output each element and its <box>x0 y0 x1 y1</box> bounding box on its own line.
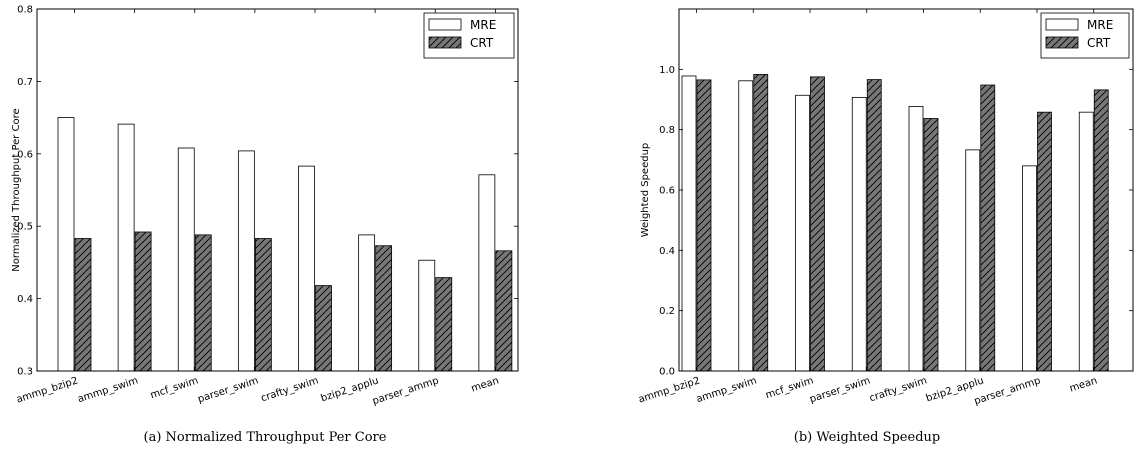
bar-mre-ammp_bzip2 <box>57 117 75 372</box>
bar-mre-ammp_swim <box>117 123 135 372</box>
bar-mre-mean <box>478 174 496 372</box>
bar-mre-ammp_bzip2 <box>681 75 697 372</box>
x-tick-label: mean <box>1068 375 1098 394</box>
y-tick-label: 1.0 <box>659 65 675 76</box>
y-tick-label: 0.6 <box>17 149 33 160</box>
bar-crt-crafty_swim <box>923 118 939 372</box>
y-tick-label: 0.4 <box>659 246 675 257</box>
legend-swatch-mre <box>428 18 462 31</box>
legend-label-mre: MRE <box>470 18 496 32</box>
y-axis-label: Weighted Speedup <box>640 143 651 238</box>
bar-crt-mcf_swim <box>194 234 212 372</box>
plot-frame <box>678 8 1134 372</box>
bar-mre-mcf_swim <box>795 94 810 372</box>
y-tick-label: 0.4 <box>17 294 33 305</box>
x-tick-label: bzip2_applu <box>320 375 380 404</box>
x-tick-label: ammp_bzip2 <box>15 375 79 405</box>
x-tick-label: mean <box>470 375 500 394</box>
y-tick-label: 0.8 <box>17 5 33 16</box>
x-tick-label: parser_ammp <box>371 375 440 407</box>
caption-a: (a) Normalized Throughput Per Core <box>144 430 387 445</box>
y-tick-label: 0.8 <box>659 125 675 136</box>
bar-crt-parser_swim <box>866 79 882 372</box>
y-tick-label: 0.6 <box>659 186 675 197</box>
x-tick-label: crafty_swim <box>260 375 320 404</box>
y-tick-label: 0.2 <box>659 306 675 317</box>
legend-swatch-crt <box>428 36 462 49</box>
y-tick-label: 0.3 <box>17 367 33 378</box>
bar-mre-crafty_swim <box>298 165 315 372</box>
bar-crt-ammp_swim <box>134 231 152 372</box>
bar-mre-parser_swim <box>851 96 867 372</box>
legend-label-crt: CRT <box>1087 36 1111 50</box>
x-tick-label: parser_swim <box>197 375 260 405</box>
x-tick-label: ammp_swim <box>76 375 139 405</box>
y-axis-label: Normalized Throughput Per Core <box>11 108 22 271</box>
bar-mre-crafty_swim <box>908 106 924 372</box>
bar-mre-mcf_swim <box>177 147 195 372</box>
bar-crt-ammp_bzip2 <box>74 238 92 372</box>
bar-crt-parser_ammp <box>435 277 453 372</box>
y-tick-label: 0.7 <box>17 77 33 88</box>
bar-crt-parser_swim <box>254 238 272 372</box>
bar-mre-bzip2_applu <box>965 149 981 372</box>
x-tick-label: ammp_swim <box>695 375 758 405</box>
legend-swatch-crt <box>1045 36 1079 49</box>
bar-crt-ammp_swim <box>753 74 769 372</box>
bar-crt-bzip2_applu <box>980 84 996 372</box>
x-tick-label: parser_swim <box>808 375 871 405</box>
x-tick-label: ammp_bzip2 <box>637 375 701 405</box>
bar-crt-bzip2_applu <box>375 245 393 372</box>
bar-crt-crafty_swim <box>315 285 332 372</box>
legend-swatch-mre <box>1045 18 1079 31</box>
plot-frame <box>36 8 519 372</box>
bar-mre-bzip2_applu <box>358 234 376 372</box>
legend-label-crt: CRT <box>470 36 494 50</box>
bar-mre-mean <box>1078 111 1094 372</box>
y-tick-label: 0.5 <box>17 222 33 233</box>
x-tick-label: mcf_swim <box>149 375 200 401</box>
bar-mre-parser_ammp <box>1022 165 1037 372</box>
bar-crt-mean <box>1093 89 1109 372</box>
bar-mre-ammp_swim <box>738 80 754 372</box>
x-tick-label: crafty_swim <box>868 375 928 404</box>
bar-crt-ammp_bzip2 <box>696 79 712 372</box>
x-tick-label: mcf_swim <box>764 375 815 401</box>
bar-mre-parser_swim <box>237 150 255 372</box>
bar-crt-parser_ammp <box>1037 111 1052 372</box>
y-tick-label: 0.0 <box>659 367 675 378</box>
bar-crt-mean <box>495 250 513 372</box>
bar-mre-parser_ammp <box>418 259 436 372</box>
bar-crt-mcf_swim <box>810 76 825 372</box>
legend-label-mre: MRE <box>1087 18 1113 32</box>
caption-b: (b) Weighted Speedup <box>794 430 940 445</box>
